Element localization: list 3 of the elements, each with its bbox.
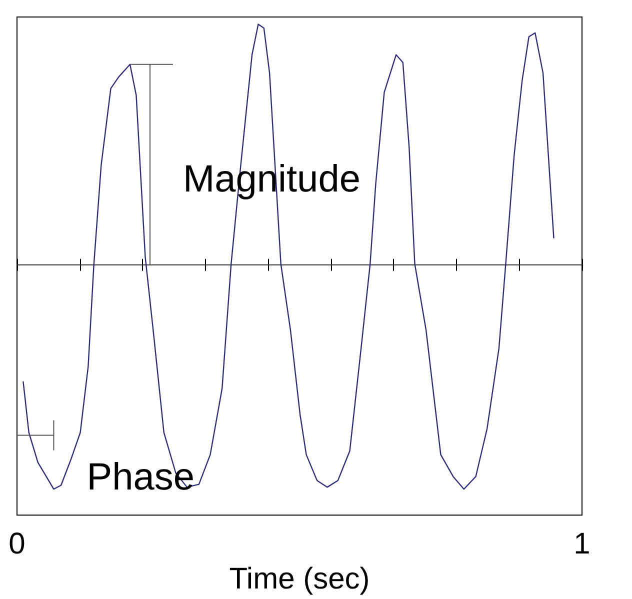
- x-tick-label: 1: [574, 528, 590, 561]
- x-axis-title: Time (sec): [229, 562, 370, 596]
- x-tick-label: 0: [8, 528, 26, 561]
